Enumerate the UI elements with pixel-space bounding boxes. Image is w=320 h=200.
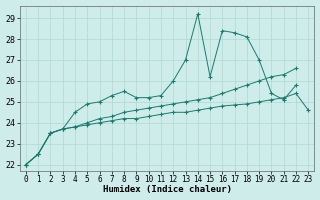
X-axis label: Humidex (Indice chaleur): Humidex (Indice chaleur)	[103, 185, 232, 194]
